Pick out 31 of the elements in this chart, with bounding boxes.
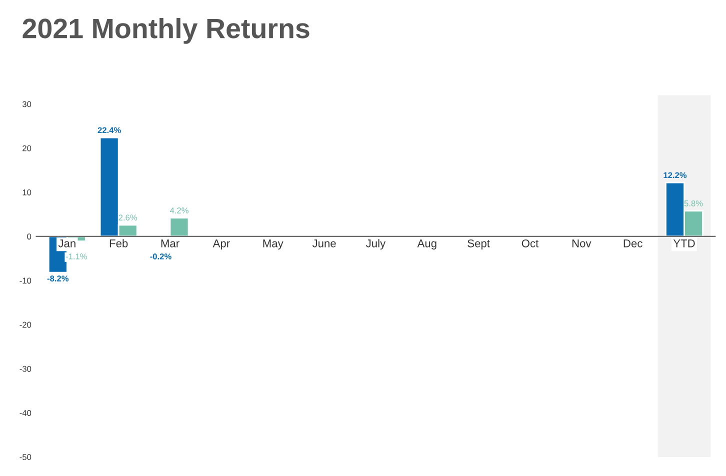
y-tick-label: -20	[20, 322, 32, 328]
y-tick-label: -30	[20, 366, 32, 372]
y-tick-label: 10	[22, 189, 32, 196]
data-label: -8.2%	[47, 276, 69, 282]
x-tick-label: Aug	[417, 240, 436, 250]
y-tick-label: 20	[22, 145, 32, 152]
data-label: -0.2%	[150, 253, 172, 260]
x-tick-label: May	[263, 240, 284, 250]
data-label: -1.1%	[66, 254, 87, 260]
x-tick-label: Dec	[624, 240, 642, 248]
x-tick-label: YTD	[673, 240, 695, 248]
data-label: 12.2%	[664, 172, 687, 178]
x-tick-label: Oct	[522, 239, 539, 248]
y-tick-label: 0	[27, 234, 32, 240]
data-label: 5.8%	[684, 200, 703, 206]
x-tick-label: Nov	[572, 240, 592, 248]
y-tick-label: -50	[20, 454, 32, 460]
x-tick-label: June	[312, 240, 336, 248]
x-tick-label: July	[366, 239, 386, 250]
x-tick-label: Jan	[58, 240, 76, 248]
y-tick-label: 30	[22, 101, 32, 108]
x-tick-label: Feb	[110, 239, 128, 248]
x-tick-label: Apr	[212, 240, 230, 250]
y-tick-label: -10	[20, 278, 32, 284]
y-tick-label: -40	[20, 410, 32, 416]
x-tick-label: Sept	[468, 239, 490, 250]
data-label: 2.6%	[118, 214, 138, 220]
x-tick-label: Mar	[161, 240, 180, 248]
data-label: 22.4%	[98, 127, 121, 134]
data-label: 4.2%	[170, 208, 188, 214]
chart-title: 2021 Monthly Returns	[22, 18, 310, 44]
